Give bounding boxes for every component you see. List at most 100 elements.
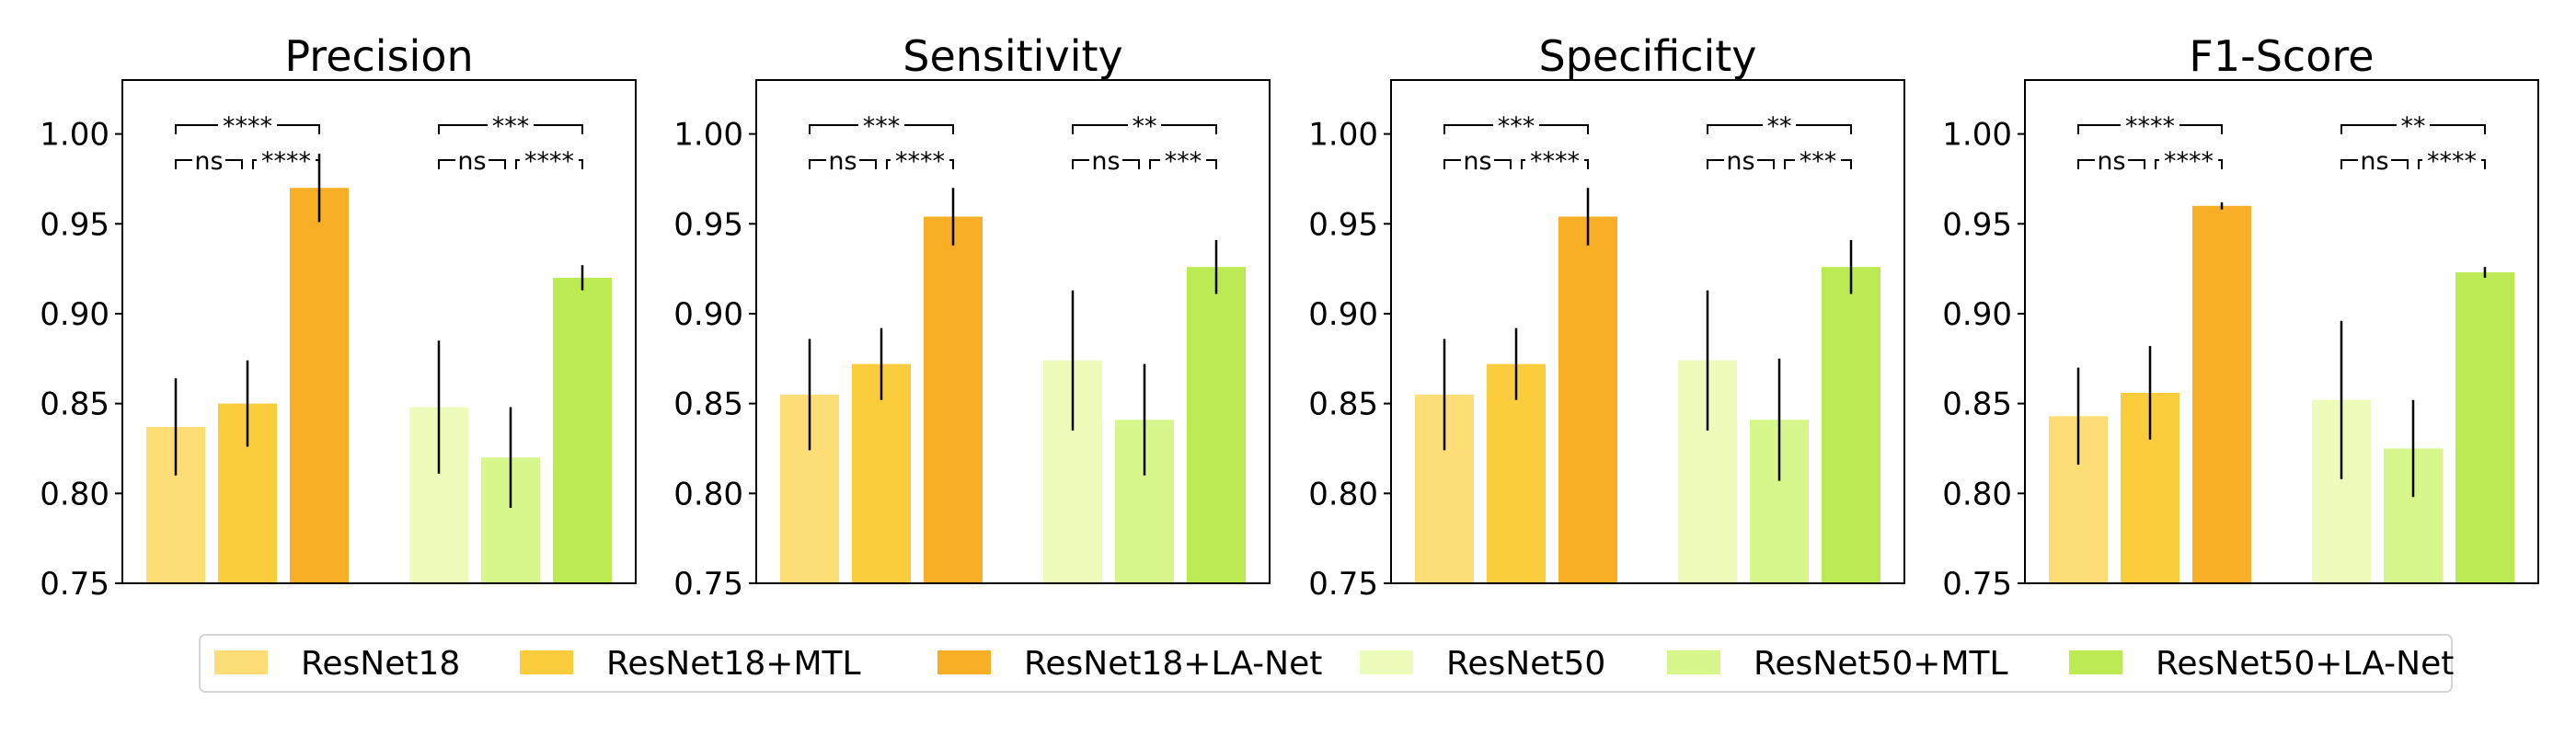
legend-item: ResNet18+MTL bbox=[520, 645, 861, 683]
label-mask bbox=[192, 153, 225, 167]
significance-label: ns bbox=[194, 147, 223, 176]
legend-item: ResNet50+MTL bbox=[1667, 645, 2008, 683]
label-mask bbox=[1089, 153, 1122, 167]
label-mask bbox=[826, 153, 859, 167]
significance-label: *** bbox=[863, 112, 901, 141]
bar bbox=[1487, 363, 1546, 583]
panel-sensitivity: ***ns ******ns ***0.750.800.850.900.951.00… bbox=[673, 31, 1271, 603]
bar bbox=[1822, 267, 1880, 583]
y-tick-label: 0.95 bbox=[1942, 206, 2012, 243]
significance-label: ns bbox=[2097, 147, 2125, 176]
legend-swatch bbox=[520, 650, 573, 674]
significance-label: ns bbox=[1463, 147, 1491, 176]
label-mask bbox=[2358, 153, 2391, 167]
label-mask bbox=[520, 153, 579, 167]
y-tick-label: 0.95 bbox=[1308, 206, 1378, 243]
significance-label: **** bbox=[1530, 147, 1580, 176]
legend-swatch bbox=[2069, 650, 2122, 674]
significance-label: *** bbox=[492, 112, 530, 141]
plot-frame bbox=[755, 79, 1271, 584]
y-tick-label: 0.90 bbox=[1942, 296, 2012, 333]
label-mask bbox=[257, 153, 316, 167]
significance-label: ns bbox=[2360, 147, 2388, 176]
significance-label: *** bbox=[1800, 147, 1837, 176]
plot-frame bbox=[2024, 79, 2539, 584]
significance-label: ns bbox=[457, 147, 486, 176]
legend-label: ResNet18+LA-Net bbox=[1024, 645, 1322, 683]
y-tick-label: 0.85 bbox=[1942, 386, 2012, 423]
y-tick-label: 0.80 bbox=[1308, 476, 1378, 512]
y-tick-label: 0.95 bbox=[40, 206, 109, 243]
legend-swatch bbox=[1360, 650, 1413, 674]
significance-label: **** bbox=[895, 147, 945, 176]
y-tick-label: 0.80 bbox=[1942, 476, 2012, 512]
label-mask bbox=[1724, 153, 1757, 167]
y-tick-label: 0.95 bbox=[673, 206, 743, 243]
significance-label: **** bbox=[261, 147, 311, 176]
legend-swatch bbox=[937, 650, 991, 674]
label-mask bbox=[455, 153, 489, 167]
y-tick-label: 0.85 bbox=[1308, 386, 1378, 423]
label-mask bbox=[1525, 153, 1584, 167]
panel-f1-score: ****ns ******ns ****0.750.800.850.900.951.… bbox=[1942, 31, 2539, 603]
y-tick-label: 1.00 bbox=[673, 117, 743, 154]
plot-frame bbox=[1390, 79, 1905, 584]
significance-label: ns bbox=[1726, 147, 1754, 176]
panel-title: Sensitivity bbox=[903, 31, 1122, 81]
bar bbox=[2192, 205, 2251, 583]
label-mask bbox=[1763, 118, 1796, 132]
y-tick-label: 0.85 bbox=[673, 386, 743, 423]
significance-label: **** bbox=[2427, 147, 2477, 176]
significance-label: ** bbox=[1133, 112, 1157, 141]
bar bbox=[1187, 267, 1246, 583]
significance-label: *** bbox=[1498, 112, 1535, 141]
y-tick-label: 1.00 bbox=[40, 117, 109, 154]
legend-item: ResNet18+LA-Net bbox=[937, 645, 1322, 683]
y-tick-label: 1.00 bbox=[1308, 117, 1378, 154]
panel-title: F1-Score bbox=[2189, 31, 2374, 81]
bar bbox=[852, 363, 911, 583]
label-mask bbox=[2159, 153, 2218, 167]
label-mask bbox=[1160, 153, 1206, 167]
y-tick-label: 0.80 bbox=[673, 476, 743, 512]
panel-title: Precision bbox=[284, 31, 473, 81]
panel-title: Specificity bbox=[1538, 31, 1756, 81]
label-mask bbox=[1461, 153, 1494, 167]
label-mask bbox=[2397, 118, 2430, 132]
significance-label: ns bbox=[1091, 147, 1120, 176]
significance-label: ns bbox=[828, 147, 857, 176]
label-mask bbox=[858, 118, 904, 132]
bar bbox=[924, 216, 983, 583]
significance-label: **** bbox=[223, 112, 272, 141]
significance-label: ** bbox=[2401, 112, 2426, 141]
y-tick-label: 0.85 bbox=[40, 386, 109, 423]
y-tick-label: 0.90 bbox=[673, 296, 743, 333]
legend-label: ResNet50+LA-Net bbox=[2156, 645, 2454, 683]
significance-label: **** bbox=[2125, 112, 2175, 141]
legend-label: ResNet18 bbox=[301, 645, 460, 683]
significance-label: **** bbox=[2164, 147, 2214, 176]
y-tick-label: 0.80 bbox=[40, 476, 109, 512]
y-tick-label: 0.75 bbox=[673, 566, 743, 603]
panel-precision: ****ns *******ns ****0.750.800.850.900.951… bbox=[40, 31, 637, 603]
label-mask bbox=[891, 153, 949, 167]
legend-item: ResNet18 bbox=[214, 645, 460, 683]
y-tick-label: 0.90 bbox=[1308, 296, 1378, 333]
significance-label: **** bbox=[524, 147, 574, 176]
bar bbox=[553, 277, 612, 583]
y-tick-label: 0.75 bbox=[1942, 566, 2012, 603]
label-mask bbox=[1795, 153, 1841, 167]
y-tick-label: 0.75 bbox=[1308, 566, 1378, 603]
y-tick-label: 0.75 bbox=[40, 566, 109, 603]
legend-frame bbox=[199, 634, 2453, 693]
bar bbox=[290, 188, 349, 583]
legend: ResNet18 ResNet18+MTL ResNet18+LA-Net ResNe… bbox=[199, 634, 2454, 693]
bar bbox=[2455, 272, 2514, 583]
significance-label: *** bbox=[1165, 147, 1202, 176]
legend-label: ResNet50 bbox=[1446, 645, 1605, 683]
legend-label: ResNet18+MTL bbox=[606, 645, 861, 683]
y-tick-label: 0.90 bbox=[40, 296, 109, 333]
y-tick-label: 1.00 bbox=[1942, 117, 2012, 154]
label-mask bbox=[2121, 118, 2179, 132]
